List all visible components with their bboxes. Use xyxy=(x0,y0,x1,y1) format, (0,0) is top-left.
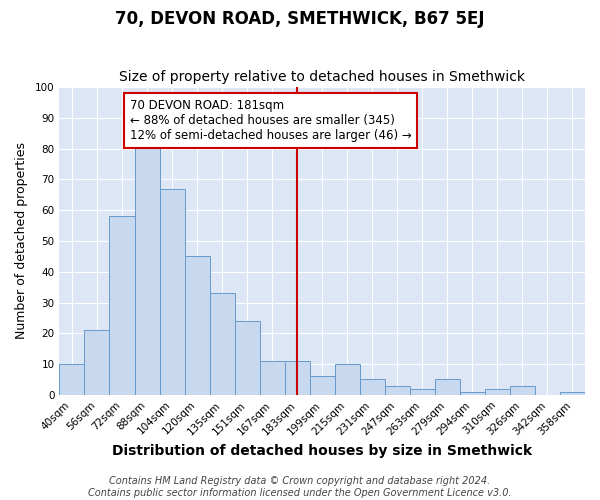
Bar xyxy=(560,392,585,395)
Text: Contains HM Land Registry data © Crown copyright and database right 2024.
Contai: Contains HM Land Registry data © Crown c… xyxy=(88,476,512,498)
Bar xyxy=(510,386,535,395)
Text: 70, DEVON ROAD, SMETHWICK, B67 5EJ: 70, DEVON ROAD, SMETHWICK, B67 5EJ xyxy=(115,10,485,28)
Text: 70 DEVON ROAD: 181sqm
← 88% of detached houses are smaller (345)
12% of semi-det: 70 DEVON ROAD: 181sqm ← 88% of detached … xyxy=(130,100,411,142)
Title: Size of property relative to detached houses in Smethwick: Size of property relative to detached ho… xyxy=(119,70,525,85)
Bar xyxy=(284,361,310,395)
Bar xyxy=(260,361,284,395)
Bar xyxy=(310,376,335,395)
Bar xyxy=(209,294,235,395)
Bar xyxy=(460,392,485,395)
X-axis label: Distribution of detached houses by size in Smethwick: Distribution of detached houses by size … xyxy=(112,444,532,458)
Bar xyxy=(109,216,134,395)
Bar xyxy=(485,388,510,395)
Bar xyxy=(134,146,160,395)
Bar xyxy=(160,188,185,395)
Bar xyxy=(235,321,260,395)
Bar xyxy=(85,330,109,395)
Bar xyxy=(360,380,385,395)
Y-axis label: Number of detached properties: Number of detached properties xyxy=(15,142,28,340)
Bar xyxy=(385,386,410,395)
Bar xyxy=(410,388,435,395)
Bar xyxy=(185,256,209,395)
Bar xyxy=(59,364,85,395)
Bar xyxy=(335,364,360,395)
Bar xyxy=(435,380,460,395)
